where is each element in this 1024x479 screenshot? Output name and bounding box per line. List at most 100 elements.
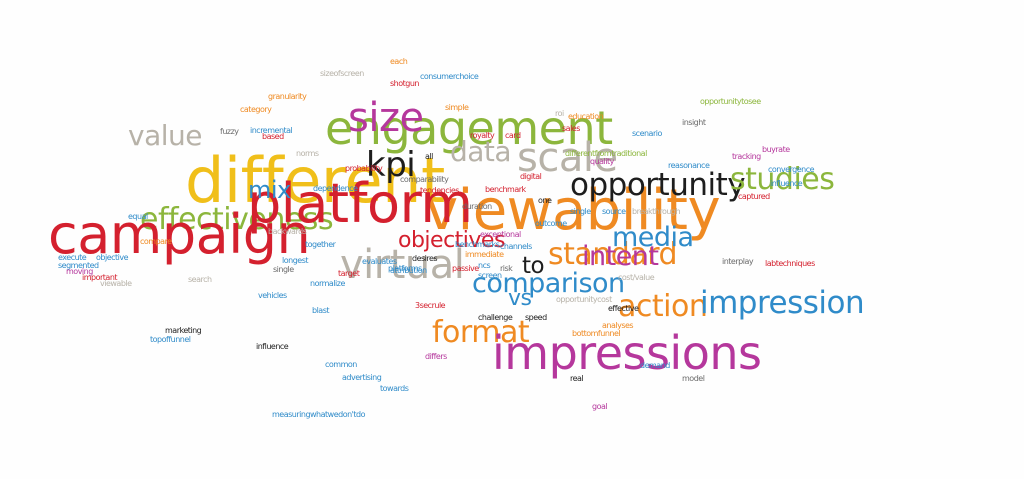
word-model: model bbox=[682, 374, 705, 383]
word-sales: sales bbox=[562, 124, 580, 133]
word-opportunity: opportunity bbox=[570, 167, 746, 203]
word-probability: probability bbox=[345, 164, 383, 173]
word-card: card bbox=[505, 131, 521, 140]
word-sizeofscreen: sizeofscreen bbox=[320, 69, 364, 78]
word-important: important bbox=[82, 273, 118, 282]
word-each: each bbox=[390, 57, 408, 66]
word-advertising: advertising bbox=[342, 373, 382, 382]
word-captured: captured bbox=[738, 192, 770, 201]
word-normalize: normalize bbox=[310, 279, 345, 288]
word-granularity: granularity bbox=[268, 92, 307, 101]
word-quality: quality bbox=[590, 157, 614, 166]
word-measuringwhatwedontdo: measuringwhatwedon'tdo bbox=[272, 410, 365, 419]
word-convergence: convergence bbox=[768, 165, 815, 174]
word-campaign: campaign bbox=[48, 203, 311, 266]
word-platform: platform bbox=[247, 172, 473, 235]
word-standard: standard bbox=[548, 237, 678, 272]
word-vehicles: vehicles bbox=[258, 291, 287, 300]
word-single-source: single bbox=[570, 207, 591, 216]
word-duration: duration bbox=[462, 202, 492, 211]
word-digital: digital bbox=[520, 172, 542, 181]
word-scale: scale bbox=[517, 135, 618, 181]
word-breakthrough: breakthrough bbox=[632, 207, 681, 216]
word-scenario: scenario bbox=[632, 129, 662, 138]
word-segmented: segmented bbox=[58, 261, 99, 270]
word-education: education bbox=[568, 112, 604, 121]
word-studies: studies bbox=[730, 162, 835, 197]
word-passive: passive bbox=[452, 264, 479, 273]
word-topoffunnel: topoffunnel bbox=[150, 335, 191, 344]
word-immediate: immediate bbox=[465, 250, 504, 259]
word-target: target bbox=[338, 269, 360, 278]
word-real: real bbox=[570, 374, 584, 383]
word-differs: differs bbox=[425, 352, 447, 361]
word-equal: equal bbox=[128, 212, 148, 221]
word-exceptional: exceptional bbox=[480, 230, 521, 239]
word-action: action bbox=[618, 289, 708, 324]
word-norms: norms bbox=[296, 149, 319, 158]
word-to: to bbox=[522, 253, 545, 279]
word-execute: execute bbox=[58, 253, 87, 262]
word-moving: moving bbox=[66, 267, 93, 276]
word-compare: compare bbox=[140, 237, 172, 246]
word-impressions: impressions bbox=[492, 326, 762, 380]
word-virtual: virtual bbox=[340, 242, 465, 288]
word-evaluates: evaluates bbox=[362, 257, 397, 266]
word-longest: longest bbox=[282, 256, 309, 265]
word-fuzzy: fuzzy bbox=[220, 127, 239, 136]
word-data: data bbox=[450, 135, 512, 168]
word-common: common bbox=[325, 360, 357, 369]
word-category: category bbox=[240, 105, 272, 114]
word-attribution: attribution bbox=[390, 266, 427, 275]
word-blast: blast bbox=[312, 306, 330, 315]
word-media: media bbox=[612, 222, 694, 253]
word-source: source bbox=[602, 207, 626, 216]
word-towards: towards bbox=[380, 384, 409, 393]
word-interplay: interplay bbox=[722, 257, 754, 266]
word-incremental: incremental bbox=[250, 126, 293, 135]
word-mix: mix bbox=[248, 176, 291, 204]
word-labtechniques: labtechniques bbox=[765, 259, 815, 268]
word-royalty: royalty bbox=[470, 131, 495, 140]
word-analyses: analyses bbox=[602, 321, 634, 330]
word-effectiveness: effectiveness bbox=[140, 202, 334, 237]
word-consumerchoice: consumerchoice bbox=[420, 72, 479, 81]
word-objective: objective bbox=[96, 253, 129, 262]
word-simple: simple bbox=[445, 103, 469, 112]
word-engagement: engagement bbox=[325, 101, 613, 155]
word-all: all bbox=[425, 152, 433, 161]
word-benchmark: benchmark bbox=[485, 185, 526, 194]
word-marketing: marketing bbox=[165, 326, 202, 335]
word-speed: speed bbox=[525, 313, 547, 322]
word-based: based bbox=[262, 132, 284, 141]
word-effective: effective bbox=[608, 304, 639, 313]
word-tendencies: tendencies bbox=[420, 186, 459, 195]
word-search: search bbox=[188, 275, 212, 284]
word-impression: impression bbox=[700, 285, 865, 321]
word-tracking: tracking bbox=[732, 152, 761, 161]
word-reasonance: reasonance bbox=[668, 161, 710, 170]
word-goal: goal bbox=[592, 402, 608, 411]
word-platforms: platforms bbox=[388, 264, 422, 273]
word-channels: channels bbox=[500, 242, 532, 251]
word-shotgun: shotgun bbox=[390, 79, 420, 88]
word-desires: desires bbox=[412, 254, 438, 263]
word-kpi: kpi bbox=[366, 145, 416, 185]
word-demand: demand bbox=[640, 361, 670, 370]
word-opportunitytosee: opportunitytosee bbox=[700, 97, 761, 106]
word-bottomfunnel: bottomfunnel bbox=[572, 329, 621, 338]
word-3secrule: 3secrule bbox=[415, 301, 446, 310]
word-roi: roi bbox=[555, 109, 564, 118]
word-challenge: challenge bbox=[478, 313, 513, 322]
word-single: single bbox=[273, 265, 294, 274]
word-opportunitycost: opportunitycost bbox=[556, 295, 612, 304]
word-different: different bbox=[185, 144, 445, 217]
word-comparison: comparison bbox=[472, 268, 625, 299]
word-backwards: backwards bbox=[268, 227, 307, 236]
word-risk: risk bbox=[500, 264, 513, 273]
word-influence-top: influence bbox=[770, 179, 803, 188]
word-cost-value: cost/value bbox=[618, 273, 655, 282]
word-one: one bbox=[538, 196, 552, 205]
word-comparability: comparability bbox=[400, 175, 449, 184]
